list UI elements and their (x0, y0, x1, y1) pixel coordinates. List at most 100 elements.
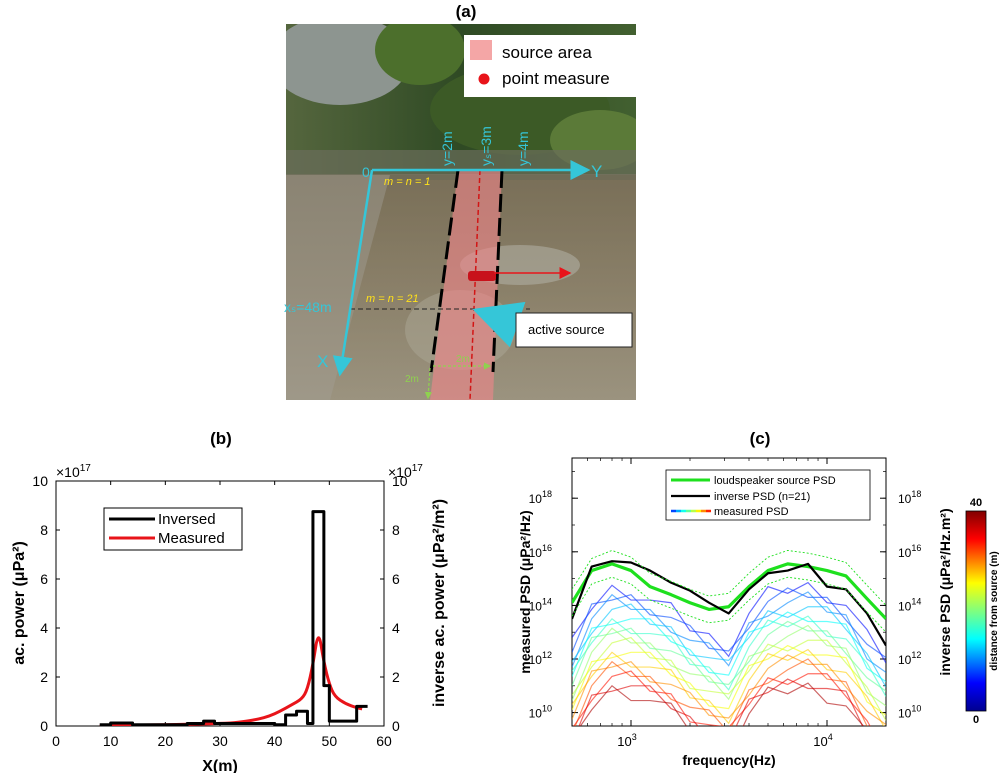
colorbar: 40 0 distance from source (m) (965, 497, 1000, 726)
y-tick-label-right: 2 (392, 669, 400, 685)
line-label-y2: y=2m (439, 131, 455, 166)
x-tick-label: 30 (212, 733, 228, 749)
series-inverse-psd (572, 560, 886, 647)
y-tick-label-right: 1010 (898, 704, 921, 721)
x-tick-label: 103 (617, 732, 636, 749)
active-source-arrow (472, 301, 526, 348)
dim-length-arrow (424, 367, 432, 400)
y-tick-label: 2 (40, 669, 48, 685)
chart-c-xlabel: frequency(Hz) (682, 752, 775, 768)
x-tick-label: 60 (376, 733, 392, 749)
chart-b-ylabel: ac. power (μPa²) (11, 541, 28, 665)
measured-psd-line (572, 591, 886, 673)
x-axis-arrow (332, 169, 374, 377)
active-source-label: active source (528, 322, 605, 337)
photo-legend: source area point measure (464, 35, 636, 97)
y-axis-label: Y (591, 162, 602, 181)
series-inversed (99, 510, 368, 726)
measured-psd-line (572, 581, 886, 664)
y-tick-label: 6 (40, 571, 48, 587)
y-tick-label: 8 (40, 522, 48, 538)
measured-psd-line (572, 615, 886, 697)
legend-inverse-label: inverse PSD (n=21) (714, 491, 810, 503)
origin-label: 0 (362, 164, 370, 180)
x-tick-label: 50 (322, 733, 338, 749)
boat (468, 271, 496, 281)
y-tick-label-right: 1018 (898, 489, 921, 506)
measured-psd-line (573, 670, 871, 726)
chart-b-ylabel-right: inverse ac. power (μPa²/m²) (431, 499, 448, 707)
y-tick-label-right: 0 (392, 718, 400, 734)
colorbar-gradient (965, 510, 987, 712)
legend-point-marker (478, 73, 490, 85)
m-top-label: m = n = 1 (384, 176, 430, 188)
chart-b: 0 10 20 30 40 50 600 02 24 46 68 810 10 ×1017 ×1017 … (11, 463, 448, 773)
y-tick-label: 1018 (529, 489, 552, 506)
line-label-y4: y=4m (515, 131, 531, 166)
active-source-box (515, 312, 633, 348)
y-tick-label: 0 (40, 718, 48, 734)
legend-source-swatch (470, 40, 492, 60)
y-tick-label: 4 (40, 620, 48, 636)
y-tick-label: 1014 (529, 596, 552, 613)
colorbar-label: distance from source (m) (989, 551, 1000, 670)
m-bottom-label: m = n = 21 (366, 293, 419, 305)
measured-psd-line (572, 648, 885, 726)
legend-measured-label: Measured (158, 530, 225, 547)
x-tick-label: 10 (103, 733, 119, 749)
legend-loudspeaker-label: loudspeaker source PSD (714, 475, 836, 487)
y-tick-label-right: 8 (392, 522, 400, 538)
panel-a-label: (a) (456, 2, 477, 21)
x-axis-label: X (317, 352, 328, 371)
y-tick-label-right: 1014 (898, 596, 921, 613)
y-tick-label-right: 1012 (898, 650, 921, 667)
measured-psd-line (572, 644, 886, 716)
y-tick-label-right: 6 (392, 571, 400, 587)
measured-psd-line (579, 682, 865, 726)
chart-c-ylabel-right: inverse PSD (μPa²/Hz.m²) (937, 508, 953, 675)
measured-psd-line (572, 611, 886, 683)
x-tick-label: 40 (267, 733, 283, 749)
dim-length-label: 2m (405, 374, 419, 385)
y-tick-label: 1016 (529, 543, 552, 560)
y-tick-label-right: 10 (392, 473, 408, 489)
chart-b-xlabel: X(m) (202, 758, 238, 773)
y-tick-label-right: 4 (392, 620, 400, 636)
chart-c: 103 104 1010 1010 1012 1012 1014 1014 1016 1016 10… (517, 457, 1000, 768)
xs-label: xₛ=48m (284, 299, 332, 315)
grid-line-y2 (429, 169, 460, 373)
legend-source-label: source area (502, 43, 592, 62)
measured-psd-line (572, 624, 886, 707)
measured-psd-line (572, 603, 886, 688)
x-tick-label: 104 (813, 732, 832, 749)
measured-psd-line (572, 654, 886, 726)
grid-line-ys (469, 169, 481, 401)
chart-b-exponent-right: ×1017 (388, 463, 423, 480)
legend-inversed-label: Inversed (158, 511, 216, 528)
colorbar-max: 40 (970, 497, 982, 509)
colorbar-min: 0 (973, 714, 979, 726)
measured-psd-line (578, 678, 864, 726)
panel-b-label: (b) (210, 429, 232, 448)
chart-c-legend: loudspeaker source PSD inverse PSD (n=21… (665, 469, 871, 521)
measured-psd-line (572, 587, 886, 659)
series-loudspeaker-source (572, 562, 886, 620)
legend-point-label: point measure (502, 69, 610, 88)
legend-measured-label: measured PSD (714, 506, 789, 518)
line-label-ys: yₛ=3m (478, 126, 494, 166)
chart-b-legend: Inversed Measured (103, 507, 243, 551)
measured-psd-line (574, 658, 869, 726)
chart-c-ylabel: measured PSD (μPa²/Hz) (517, 510, 533, 673)
y-tick-label: 1012 (529, 650, 552, 667)
measured-psd-line (572, 620, 886, 692)
y-tick-label-right: 1016 (898, 543, 921, 560)
dim-width-label: 2m (456, 354, 470, 365)
chart-b-exponent-left: ×1017 (56, 463, 91, 480)
x-tick-label: 20 (158, 733, 174, 749)
y-tick-label: 1010 (529, 704, 552, 721)
y-tick-label: 10 (32, 473, 48, 489)
source-psd-bound (572, 576, 886, 633)
measured-psd-line (572, 636, 886, 721)
x-tick-label: 0 (52, 733, 60, 749)
